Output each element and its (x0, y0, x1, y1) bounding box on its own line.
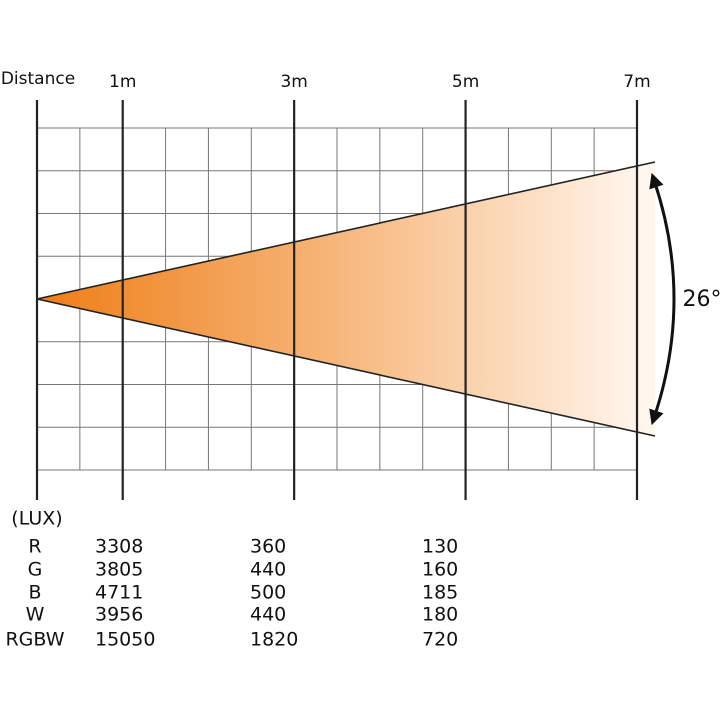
lux-value: 180 (422, 604, 458, 626)
lux-value: 185 (422, 582, 458, 604)
distance-tick-label: 3m (280, 72, 307, 92)
row-label: R (28, 536, 41, 558)
distance-tick-label: 5m (452, 72, 479, 92)
row-label: W (26, 604, 45, 626)
lux-value: 3308 (95, 536, 143, 558)
lux-value: 440 (250, 604, 286, 626)
distance-label: Distance (1, 69, 75, 89)
lux-value: 4711 (95, 582, 143, 604)
lux-value: 15050 (95, 629, 155, 651)
lux-value: 1820 (250, 629, 298, 651)
labels: 1m 3m 5m 7m R 3308 360 130 G 3805 440 160 B 4711 500 18… (5, 72, 650, 651)
lux-value: 500 (250, 582, 286, 604)
distance-lines (35, 100, 639, 500)
row-label: B (28, 582, 41, 604)
lux-value: 360 (250, 536, 286, 558)
beam-angle: 26° (683, 287, 720, 312)
beam-edge (36, 298, 656, 437)
lux-value: 160 (422, 559, 458, 581)
lux-value: 3956 (95, 604, 143, 626)
row-label: G (28, 559, 43, 581)
row-label: RGBW (5, 629, 64, 651)
distance-tick-label: 7m (623, 72, 650, 92)
table-unit: (LUX) (11, 508, 62, 530)
lux-value: 3805 (95, 559, 143, 581)
beam (37, 162, 655, 436)
angle-arrow (649, 172, 676, 426)
beam-edge (36, 161, 656, 300)
lux-value: 720 (422, 629, 458, 651)
distance-tick-label: 1m (109, 72, 136, 92)
lux-value: 440 (250, 559, 286, 581)
lux-value: 130 (422, 536, 458, 558)
